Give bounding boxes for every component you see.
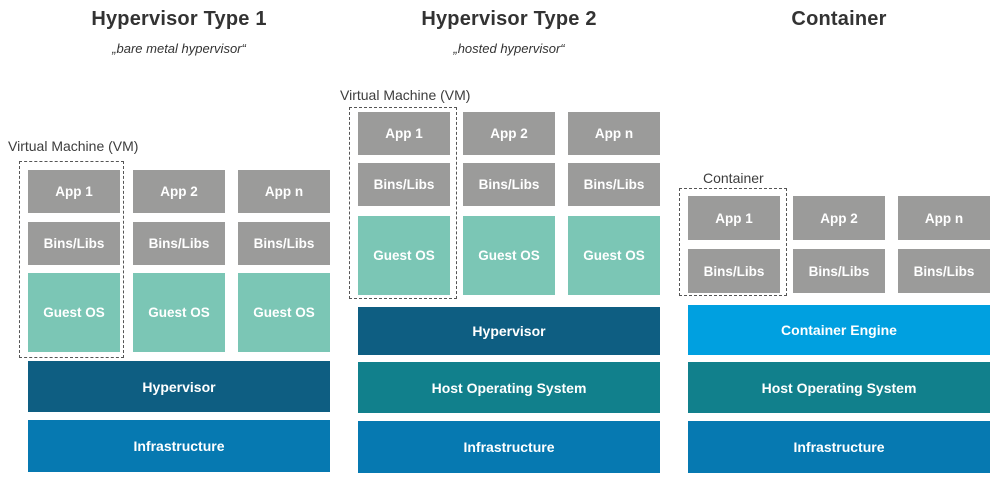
host-os-bar: Host Operating System	[688, 362, 990, 413]
guest-os-box: Guest OS	[568, 216, 660, 295]
guest-os-box: Guest OS	[238, 273, 330, 352]
column-subtitle-hypervisor-type-1: „bare metal hypervisor“	[112, 41, 246, 56]
bins-libs-box: Bins/Libs	[568, 163, 660, 206]
column-subtitle-hypervisor-type-2: „hosted hypervisor“	[453, 41, 565, 56]
host-os-bar: Host Operating System	[358, 362, 660, 413]
infrastructure-bar: Infrastructure	[688, 421, 990, 473]
container-group-label: Container	[703, 170, 764, 186]
bins-libs-box: Bins/Libs	[28, 222, 120, 265]
vm-dashed-outline	[19, 161, 124, 358]
bins-libs-box: Bins/Libs	[133, 222, 225, 265]
app-box: App n	[568, 112, 660, 155]
vm-dashed-outline	[349, 107, 457, 299]
infrastructure-bar: Infrastructure	[28, 420, 330, 472]
bins-libs-box: Bins/Libs	[238, 222, 330, 265]
app-box: App n	[238, 170, 330, 213]
container-engine-bar: Container Engine	[688, 305, 990, 355]
app-box: App 1	[358, 112, 450, 155]
app-box: App 2	[133, 170, 225, 213]
app-box: App 2	[463, 112, 555, 155]
bins-libs-box: Bins/Libs	[793, 249, 885, 293]
column-title-hypervisor-type-1: Hypervisor Type 1	[91, 8, 267, 30]
column-title-container: Container	[791, 8, 887, 30]
hypervisor-bar: Hypervisor	[28, 361, 330, 412]
app-box: App n	[898, 196, 990, 240]
bins-libs-box: Bins/Libs	[688, 249, 780, 293]
app-box: App 2	[793, 196, 885, 240]
app-box: App 1	[28, 170, 120, 213]
guest-os-box: Guest OS	[28, 273, 120, 352]
bins-libs-box: Bins/Libs	[463, 163, 555, 206]
app-box: App 1	[688, 196, 780, 240]
infrastructure-bar: Infrastructure	[358, 421, 660, 473]
guest-os-box: Guest OS	[463, 216, 555, 295]
container-dashed-outline	[679, 188, 787, 296]
vm-group-label: Virtual Machine (VM)	[8, 138, 139, 154]
column-title-hypervisor-type-2: Hypervisor Type 2	[421, 8, 597, 30]
guest-os-box: Guest OS	[358, 216, 450, 295]
guest-os-box: Guest OS	[133, 273, 225, 352]
hypervisor-bar: Hypervisor	[358, 307, 660, 355]
vm-group-label: Virtual Machine (VM)	[340, 87, 471, 103]
bins-libs-box: Bins/Libs	[898, 249, 990, 293]
bins-libs-box: Bins/Libs	[358, 163, 450, 206]
